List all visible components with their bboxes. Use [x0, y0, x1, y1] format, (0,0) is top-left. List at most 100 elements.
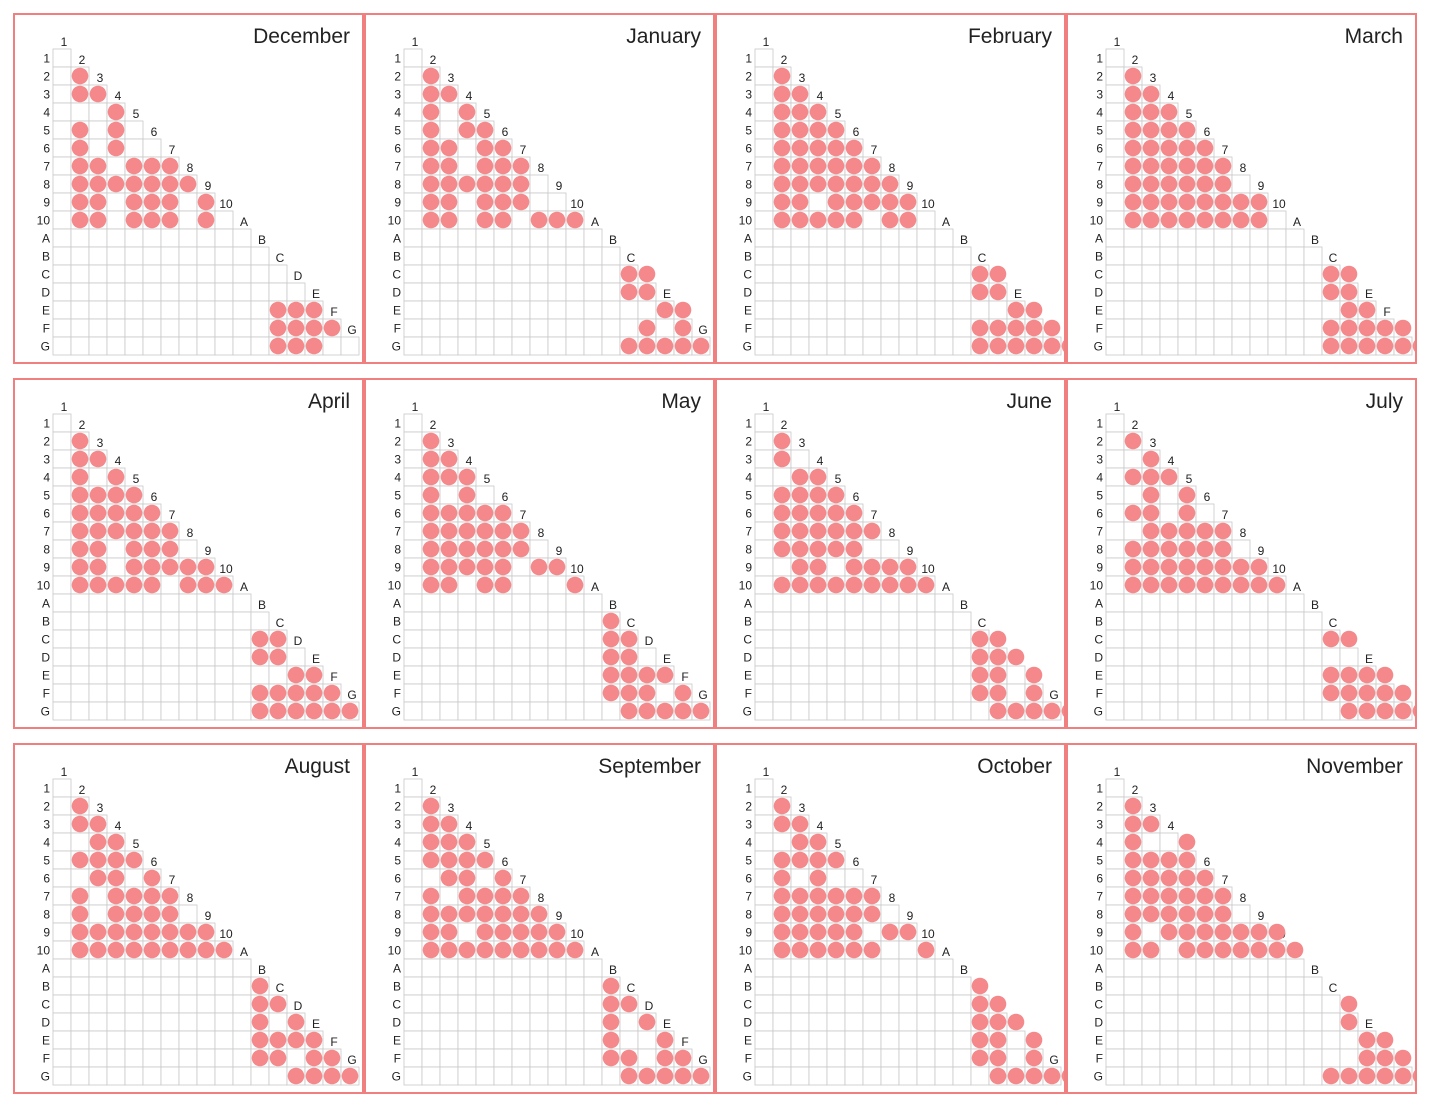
matrix-marker	[107, 175, 125, 193]
matrix-marker	[809, 121, 827, 139]
grid-cell	[457, 958, 477, 978]
grid-cell	[52, 647, 72, 667]
grid-cell	[754, 1048, 774, 1068]
month-title: June	[1006, 390, 1052, 413]
diagonal-label: B	[1311, 598, 1319, 612]
matrix-marker	[1340, 283, 1358, 301]
matrix-marker	[107, 905, 125, 923]
row-label: 3	[1096, 818, 1103, 832]
grid-cell	[934, 336, 954, 356]
row-label: 5	[1096, 124, 1103, 138]
matrix-marker	[917, 941, 935, 959]
grid-cell	[1231, 629, 1251, 649]
grid-cell	[52, 557, 72, 577]
grid-cell	[826, 336, 846, 356]
matrix-marker	[791, 468, 809, 486]
matrix-marker	[89, 540, 107, 558]
matrix-marker	[440, 941, 458, 959]
row-label: 10	[739, 944, 753, 958]
row-label: 9	[43, 926, 50, 940]
grid-cell	[403, 485, 423, 505]
grid-cell	[1159, 1066, 1179, 1086]
row-label: 10	[37, 214, 51, 228]
grid-cell	[529, 665, 549, 685]
grid-cell	[214, 611, 234, 631]
matrix-marker	[845, 887, 863, 905]
grid-cell	[1285, 701, 1305, 721]
row-label: F	[43, 687, 50, 701]
grid-cell	[1105, 449, 1125, 469]
grid-cell	[754, 521, 774, 541]
matrix-marker	[287, 337, 305, 355]
matrix-marker	[791, 540, 809, 558]
grid-cell	[880, 593, 900, 613]
grid-cell	[1267, 336, 1287, 356]
diagonal-label: C	[276, 616, 285, 630]
grid-cell	[88, 886, 108, 906]
matrix-marker	[1061, 1070, 1064, 1082]
matrix-marker	[638, 684, 656, 702]
grid-cell	[565, 683, 585, 703]
grid-cell	[214, 665, 234, 685]
grid-cell	[178, 1030, 198, 1050]
matrix-marker	[422, 558, 440, 576]
grid-cell	[403, 138, 423, 158]
matrix-marker	[638, 265, 656, 283]
grid-cell	[160, 1048, 180, 1068]
grid-cell	[898, 665, 918, 685]
grid-cell	[808, 318, 828, 338]
row-label: F	[745, 1052, 752, 1066]
grid-cell	[178, 336, 198, 356]
grid-cell	[493, 1048, 513, 1068]
grid-cell	[403, 1048, 423, 1068]
grid-cell	[1159, 485, 1179, 505]
grid-cell	[1141, 976, 1161, 996]
grid-cell	[403, 1066, 423, 1086]
matrix-marker	[1178, 558, 1196, 576]
matrix-marker	[548, 558, 566, 576]
grid-cell	[1321, 300, 1341, 320]
matrix-marker	[791, 486, 809, 504]
row-label: 3	[394, 818, 401, 832]
diagonal-label: 3	[448, 801, 455, 815]
matrix-marker	[440, 504, 458, 522]
matrix-marker	[512, 941, 530, 959]
grid-cell	[844, 1030, 864, 1050]
grid-cell	[403, 904, 423, 924]
matrix-marker	[125, 486, 143, 504]
diagonal-label: 10	[570, 562, 584, 576]
grid-cell	[1177, 683, 1197, 703]
row-label: 7	[394, 160, 401, 174]
grid-cell	[457, 611, 477, 631]
matrix-marker	[845, 905, 863, 923]
grid-cell	[403, 228, 423, 248]
matrix-marker	[125, 941, 143, 959]
grid-cell	[1303, 336, 1323, 356]
matrix-marker	[440, 869, 458, 887]
matrix-marker	[107, 486, 125, 504]
matrix-marker	[440, 815, 458, 833]
row-label: E	[744, 669, 752, 683]
grid-cell	[1303, 300, 1323, 320]
diagonal-label: 2	[1132, 783, 1139, 797]
diagonal-label: C	[978, 251, 987, 265]
matrix-marker	[1007, 319, 1025, 337]
grid-cell	[862, 611, 882, 631]
matrix-marker	[656, 1067, 674, 1085]
matrix-marker	[440, 157, 458, 175]
grid-cell	[511, 1012, 531, 1032]
grid-cell	[844, 336, 864, 356]
row-label: 7	[1096, 890, 1103, 904]
row-label: 3	[394, 88, 401, 102]
matrix-marker	[251, 1031, 269, 1049]
diagonal-label: E	[312, 652, 320, 666]
grid-cell	[142, 994, 162, 1014]
grid-cell	[880, 264, 900, 284]
diagonal-label: 6	[1204, 855, 1211, 869]
matrix-marker	[1124, 869, 1142, 887]
grid-cell	[232, 228, 252, 248]
matrix-marker	[71, 157, 89, 175]
matrix-marker	[809, 941, 827, 959]
month-title: February	[967, 25, 1052, 48]
